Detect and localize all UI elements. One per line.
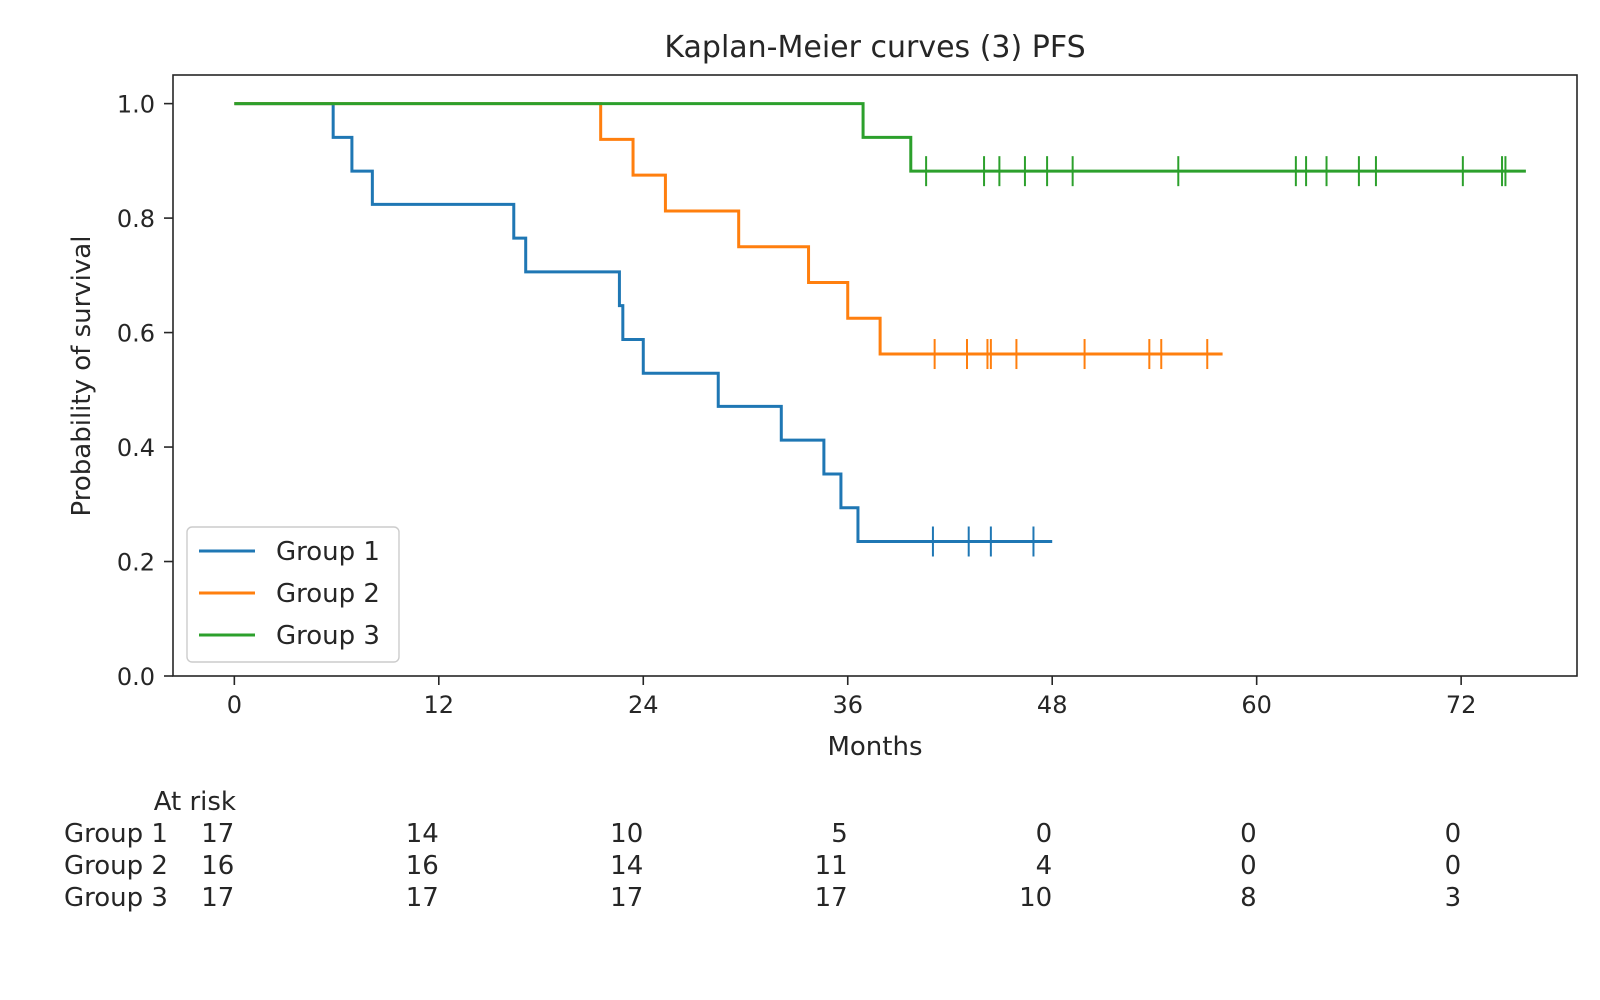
y-tick-label: 0.4: [117, 434, 155, 462]
y-tick-label: 0.0: [117, 663, 155, 691]
at-risk-row-label: Group 1: [64, 819, 168, 849]
at-risk-count: 17: [201, 883, 234, 913]
x-tick-label: 24: [628, 691, 659, 719]
at-risk-count: 17: [610, 883, 643, 913]
at-risk-count: 5: [831, 819, 848, 849]
at-risk-count: 4: [1036, 851, 1053, 881]
plot-area: 0 12 24 36 48 60 72 0.0 0.2 0.4 0.6 0.8 1.0: [117, 91, 1526, 719]
legend-label: Group 1: [276, 537, 380, 567]
x-tick-label: 12: [424, 691, 455, 719]
x-tick-label: 60: [1241, 691, 1272, 719]
at-risk-row-label: Group 2: [64, 851, 168, 881]
at-risk-count: 8: [1240, 883, 1257, 913]
y-tick-label: 1.0: [117, 91, 155, 119]
at-risk-count: 17: [815, 883, 848, 913]
at-risk-count: 14: [406, 819, 439, 849]
at-risk-count: 16: [406, 851, 439, 881]
at-risk-header: At risk: [154, 787, 236, 817]
at-risk-count: 10: [1019, 883, 1052, 913]
y-tick-label: 0.2: [117, 549, 155, 577]
at-risk-count: 17: [201, 819, 234, 849]
y-tick-label: 0.8: [117, 205, 155, 233]
x-tick-label: 48: [1037, 691, 1068, 719]
at-risk-count: 0: [1240, 851, 1257, 881]
legend-label: Group 3: [276, 621, 380, 651]
at-risk-count: 0: [1036, 819, 1053, 849]
x-tick-label: 72: [1446, 691, 1477, 719]
at-risk-count: 16: [201, 851, 234, 881]
at-risk-count: 14: [610, 851, 643, 881]
x-axis-label: Months: [827, 732, 922, 762]
at-risk-count: 0: [1445, 819, 1462, 849]
at-risk-count: 10: [610, 819, 643, 849]
y-axis-label: Probability of survival: [67, 236, 97, 517]
at-risk-count: 11: [815, 851, 848, 881]
at-risk-count: 3: [1445, 883, 1462, 913]
chart-title: Kaplan-Meier curves (3) PFS: [664, 30, 1085, 65]
at-risk-row-label: Group 3: [64, 883, 168, 913]
at-risk-count: 0: [1240, 819, 1257, 849]
x-tick-label: 36: [832, 691, 863, 719]
series-line-group-1: [234, 102, 1053, 543]
y-tick-label: 0.6: [117, 320, 155, 348]
series-line-group-3: [234, 102, 1526, 173]
at-risk-count: 0: [1445, 851, 1462, 881]
plot-frame: [172, 74, 1578, 677]
legend-box: [186, 526, 400, 663]
x-tick-label: 0: [227, 691, 242, 719]
series-line-group-2: [234, 102, 1223, 356]
legend-label: Group 2: [276, 579, 380, 609]
at-risk-count: 17: [406, 883, 439, 913]
legend: Group 1 Group 2 Group 3: [186, 526, 400, 663]
